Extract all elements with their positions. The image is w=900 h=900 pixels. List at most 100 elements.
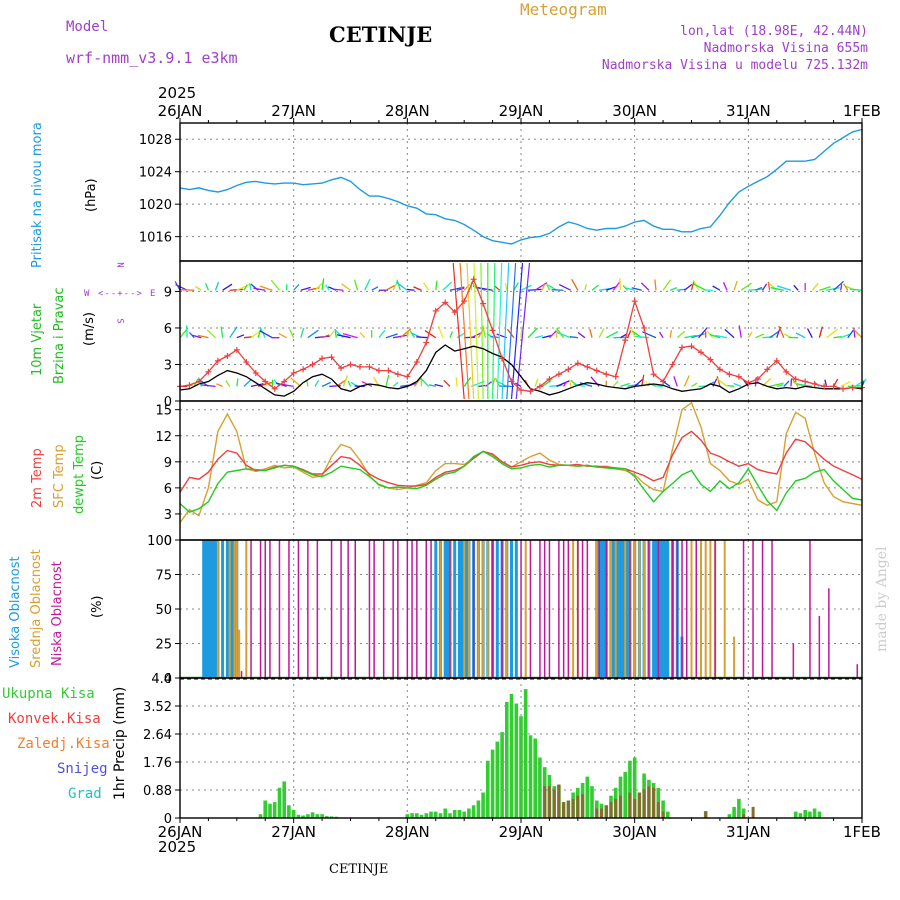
y-tick-label: 1024 bbox=[139, 166, 172, 181]
cloud-low-bar bbox=[648, 540, 650, 678]
wind-arrow bbox=[206, 329, 216, 339]
wind-arrow bbox=[692, 283, 707, 291]
x-tick-label-bottom: 30JAN bbox=[612, 823, 657, 841]
wind-arrow bbox=[214, 281, 220, 291]
cloud-low-bar bbox=[340, 540, 342, 678]
wind-arrow bbox=[797, 383, 813, 388]
wind-arrow bbox=[406, 288, 415, 291]
wind-arrow bbox=[811, 282, 819, 291]
wind-arrow bbox=[528, 288, 542, 291]
wind-arrow bbox=[321, 381, 331, 387]
cloud-low-bar bbox=[548, 540, 551, 678]
wind-arrow bbox=[419, 376, 430, 387]
temp-sfc-line bbox=[179, 401, 863, 524]
precip-total-bar bbox=[467, 808, 471, 818]
y-tick-label: 1.76 bbox=[143, 756, 172, 771]
cloud-mid-bar bbox=[439, 540, 442, 678]
precip-conv-bar bbox=[566, 800, 570, 818]
x-tick-label-top: 1FEB bbox=[843, 102, 881, 120]
wind-arrow bbox=[852, 328, 863, 339]
precip-total-bar bbox=[509, 693, 514, 818]
wind-arrow bbox=[549, 384, 563, 388]
precip-conv-bar bbox=[547, 786, 551, 818]
precip-total-bar bbox=[666, 811, 670, 818]
wind-arrow bbox=[396, 279, 401, 291]
cloud-high-bar bbox=[457, 540, 461, 678]
wind-arrow bbox=[428, 384, 436, 388]
y-tick-label: 0 bbox=[164, 534, 172, 549]
cloud-low-bar bbox=[581, 540, 584, 678]
cloud-high-bar bbox=[443, 540, 447, 678]
station-coords: lon,lat (18.98E, 42.44N) bbox=[680, 24, 868, 39]
direction-key: W E N S <--+--> bbox=[84, 260, 156, 328]
wind-arrow bbox=[542, 334, 552, 339]
wind-arrow bbox=[250, 383, 264, 388]
wind-arrow bbox=[833, 378, 839, 387]
cloud-high-bar bbox=[230, 540, 234, 678]
cloud-high-bar bbox=[434, 540, 438, 678]
wind-arrow bbox=[222, 283, 233, 291]
cloud-mid-bar bbox=[572, 540, 575, 678]
cloud-high-bar bbox=[654, 540, 658, 678]
precip-total-bar bbox=[443, 808, 447, 818]
cloud-mid-bar bbox=[624, 540, 627, 678]
wind-arrow bbox=[243, 378, 252, 387]
cloud-low-bar bbox=[676, 540, 678, 678]
direction-key-west: W bbox=[84, 289, 90, 299]
cloud-mid-bar bbox=[610, 540, 612, 678]
wind-arrow bbox=[290, 377, 302, 387]
y-tick-label: 0.88 bbox=[143, 784, 172, 799]
cloud-mid-bar bbox=[733, 636, 736, 678]
precip-total-bar bbox=[741, 808, 746, 818]
x-tick-label-bottom: 31JAN bbox=[726, 823, 771, 841]
wind-arrow bbox=[658, 331, 664, 339]
wind-arrow bbox=[204, 283, 210, 291]
wind-arrow bbox=[482, 325, 487, 338]
cloud-low-bar bbox=[792, 643, 795, 678]
precip-total-bar bbox=[310, 812, 315, 818]
wind-arrow bbox=[314, 379, 320, 387]
wind-arrow bbox=[225, 380, 231, 387]
cloud-high-bar bbox=[209, 540, 213, 678]
precip-total-bar bbox=[528, 735, 533, 818]
model-elevation: Nadmorska Visina u modelu 725.132m bbox=[601, 58, 868, 73]
wind-arrow bbox=[321, 278, 325, 291]
precip-total-bar bbox=[661, 800, 665, 818]
precip-conv-bar bbox=[619, 795, 622, 818]
wind-arrow bbox=[631, 287, 642, 291]
cloud-low-bar bbox=[240, 671, 243, 678]
y-tick-label: 3.52 bbox=[143, 700, 172, 715]
direction-key-arrows: <--+--> bbox=[98, 289, 143, 299]
wind-arrow bbox=[631, 328, 636, 338]
precip-total-bar bbox=[737, 798, 741, 818]
wind-arrow bbox=[342, 375, 349, 387]
wind-arrow bbox=[416, 336, 429, 339]
x-tick-label-bottom: 26JAN bbox=[158, 823, 203, 841]
precip-total-bar bbox=[732, 806, 736, 818]
year-bottom: 2025 bbox=[158, 838, 197, 856]
wind-arrow bbox=[556, 331, 571, 339]
wind-arrow bbox=[716, 376, 721, 387]
y-tick-label: 0 bbox=[164, 395, 172, 410]
wind-arrow bbox=[293, 283, 300, 291]
cloud-mid-bar bbox=[482, 540, 485, 678]
cloud-low-bar bbox=[695, 540, 697, 678]
precip-conv-bar bbox=[642, 789, 646, 818]
wind-arrow bbox=[545, 283, 551, 291]
year-top: 2025 bbox=[158, 84, 197, 102]
wind-arrow bbox=[843, 283, 849, 291]
precip-conv-bar bbox=[595, 808, 599, 818]
legend-snow: Snijeg bbox=[57, 761, 108, 777]
wind-arrow bbox=[189, 332, 195, 339]
precip-conv-bar bbox=[742, 814, 746, 818]
wind-arrow bbox=[599, 288, 610, 291]
cloud-high-bar bbox=[661, 540, 665, 678]
wind-arrow bbox=[626, 330, 632, 338]
wind-arrow bbox=[280, 383, 294, 388]
wind-arrow bbox=[818, 326, 823, 338]
wind-arrow bbox=[491, 262, 496, 400]
wind-arrow bbox=[341, 283, 351, 291]
wind-arrow bbox=[847, 329, 854, 339]
wind-arrow bbox=[833, 280, 845, 291]
precip-total-bar bbox=[803, 810, 807, 818]
